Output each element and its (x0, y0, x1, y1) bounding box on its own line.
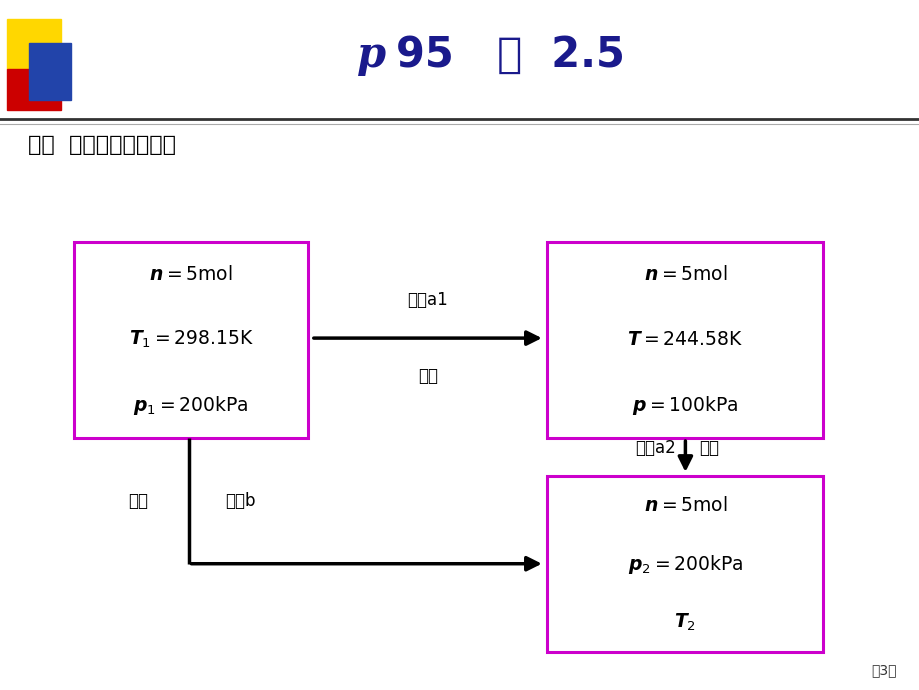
Text: $\boldsymbol{n}=5\mathrm{mol}$: $\boldsymbol{n}=5\mathrm{mol}$ (643, 265, 726, 284)
Text: $\boldsymbol{T}=244.58\mathrm{K}$: $\boldsymbol{T}=244.58\mathrm{K}$ (627, 331, 743, 349)
Text: $\boldsymbol{p}_1=200\mathrm{kPa}$: $\boldsymbol{p}_1=200\mathrm{kPa}$ (133, 394, 248, 417)
FancyBboxPatch shape (547, 241, 823, 438)
Text: $\boldsymbol{T}_1=298.15\mathrm{K}$: $\boldsymbol{T}_1=298.15\mathrm{K}$ (129, 329, 253, 351)
Text: $\boldsymbol{p}=100\mathrm{kPa}$: $\boldsymbol{p}=100\mathrm{kPa}$ (631, 394, 738, 417)
Text: 恒容: 恒容 (698, 439, 719, 457)
Text: 绝热: 绝热 (417, 367, 437, 385)
Text: 恒压: 恒压 (128, 492, 148, 510)
Text: $\boldsymbol{n}=5\mathrm{mol}$: $\boldsymbol{n}=5\mathrm{mol}$ (149, 265, 233, 284)
Text: $\boldsymbol{T}_2$: $\boldsymbol{T}_2$ (674, 612, 696, 633)
FancyBboxPatch shape (547, 476, 823, 652)
Text: p: p (357, 34, 386, 76)
Text: 路径b: 路径b (225, 492, 255, 510)
Bar (7, 19, 61, 69)
Text: 解：  题给路径可表示为: 解： 题给路径可表示为 (28, 135, 176, 155)
Text: 95   题  2.5: 95 题 2.5 (395, 34, 624, 76)
Text: 路径a2: 路径a2 (635, 439, 675, 457)
Text: 第3页: 第3页 (870, 664, 896, 678)
Text: 路径a1: 路径a1 (407, 291, 448, 309)
Bar (29, 43, 71, 100)
Text: $\boldsymbol{p}_2=200\mathrm{kPa}$: $\boldsymbol{p}_2=200\mathrm{kPa}$ (627, 553, 743, 575)
FancyBboxPatch shape (74, 241, 308, 438)
Text: $\boldsymbol{n}=5\mathrm{mol}$: $\boldsymbol{n}=5\mathrm{mol}$ (643, 496, 726, 515)
Bar (7, 69, 61, 110)
